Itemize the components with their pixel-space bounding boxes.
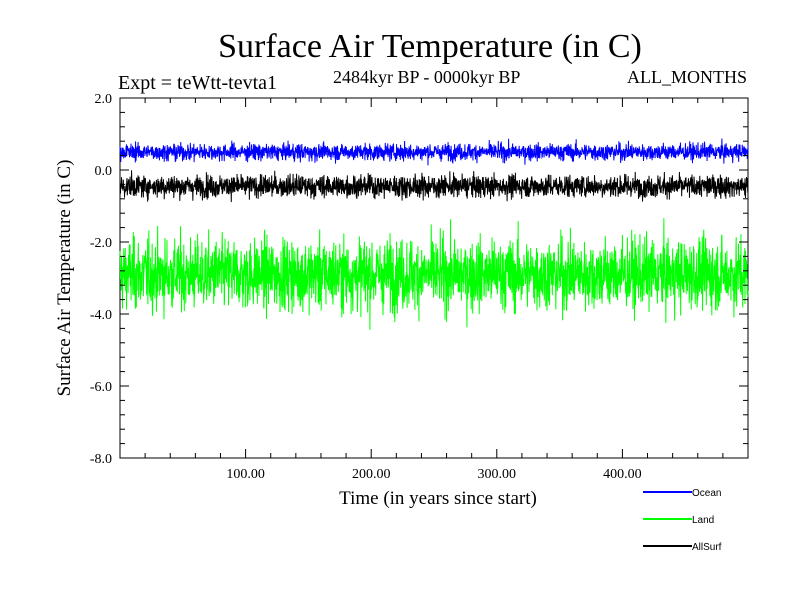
y-tick-label: -6.0 [90, 380, 112, 395]
months-label: ALL_MONTHS [627, 67, 747, 87]
series-line-land [119, 218, 749, 330]
x-axis-label: Time (in years since start) [339, 488, 537, 509]
axis-layer: 100.00 200.00 300.00 400.00 2.0 0.0 -2.0 -4.0 -6… [90, 92, 748, 482]
experiment-label: Expt = teWtt-tevta1 [118, 72, 278, 94]
y-tick-label: -4.0 [90, 308, 112, 323]
legend-label-ocean: Ocean [692, 488, 721, 499]
series-line-ocean [119, 138, 749, 166]
y-tick-label: -8.0 [90, 452, 112, 467]
legend-label-land: Land [692, 515, 714, 526]
period-label: 2484kyr BP - 0000kyr BP [333, 67, 521, 87]
y-tick-label: 2.0 [95, 92, 113, 107]
series-line-allsurf [119, 170, 749, 203]
x-tick-label: 300.00 [478, 467, 517, 482]
series-layer [119, 138, 749, 330]
legend-label-allsurf: AllSurf [692, 542, 722, 553]
y-tick-label: -2.0 [90, 236, 112, 251]
x-tick-label: 400.00 [603, 467, 642, 482]
x-tick-label: 100.00 [226, 467, 265, 482]
x-tick-label: 200.00 [352, 467, 391, 482]
legend: Ocean Land AllSurf [643, 488, 722, 553]
chart-title: Surface Air Temperature (in C) [218, 28, 642, 65]
y-tick-label: 0.0 [95, 164, 113, 179]
y-axis-label: Surface Air Temperature (in C) [54, 160, 75, 397]
